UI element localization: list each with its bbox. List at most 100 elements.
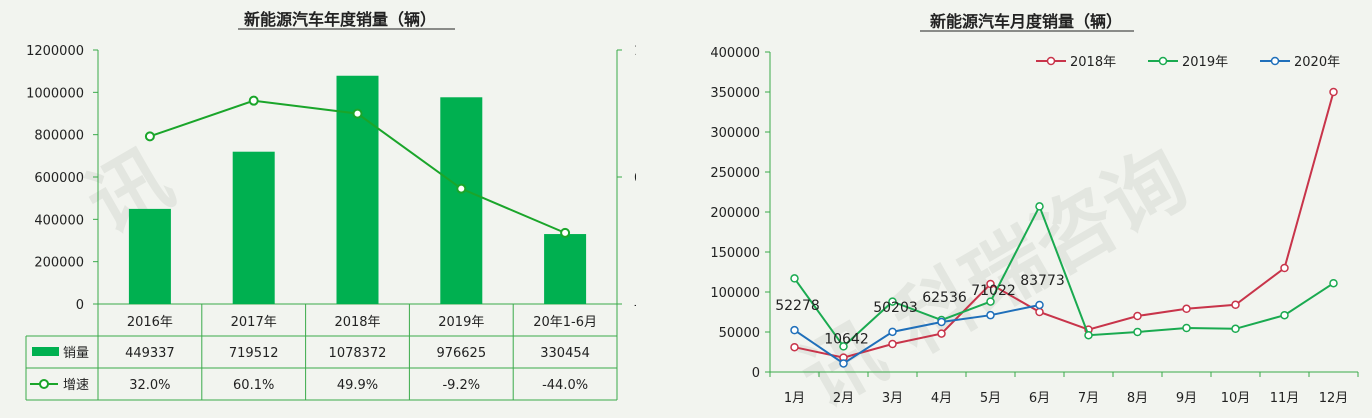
growth-point	[248, 95, 259, 106]
table-cell-sales: 1078372	[329, 346, 387, 361]
data-label: 10642	[824, 331, 869, 347]
series-point	[888, 327, 897, 337]
y-tick-label: 400000	[34, 213, 84, 228]
y2-tick-label: -100%	[634, 298, 636, 313]
legend-key-bar	[32, 347, 59, 356]
x-tick-label: 2月	[833, 391, 854, 406]
y-tick-label: 300000	[710, 126, 760, 141]
category-label: 2019年	[438, 315, 484, 330]
table-cell-growth: 49.9%	[337, 378, 378, 393]
y-tick-label: 0	[76, 298, 84, 313]
x-tick-label: 9月	[1176, 391, 1197, 406]
growth-point	[352, 108, 363, 119]
y-tick-label: 400000	[710, 46, 760, 61]
category-label: 20年1-6月	[533, 315, 597, 330]
table-cell-growth: 60.1%	[233, 378, 274, 393]
x-tick-label: 6月	[1029, 391, 1050, 406]
chart-title: 新能源汽车月度销量（辆）	[930, 12, 1122, 31]
y2-tick-label: 100%	[634, 44, 636, 59]
bar	[128, 208, 171, 304]
legend-label: 2018年	[1070, 55, 1116, 70]
series-point	[1231, 324, 1240, 334]
series-line	[794, 91, 1335, 359]
y-tick-label: 100000	[710, 286, 760, 301]
data-label: 62536	[922, 290, 967, 306]
data-label: 50203	[873, 300, 918, 316]
series-point	[986, 297, 995, 306]
series-point	[839, 342, 848, 351]
series-point	[839, 359, 848, 368]
series-point	[1329, 278, 1338, 288]
growth-point	[144, 131, 155, 142]
legend-marker	[1158, 56, 1168, 66]
legend-label: 2020年	[1294, 55, 1340, 70]
annual-sales-chart: 讯新能源汽车年度销量（辆） 0 200000 400000 600000 800000 10…	[0, 0, 636, 418]
series-point	[1231, 300, 1240, 310]
category-label: 2017年	[231, 315, 277, 330]
series-point	[1133, 311, 1142, 321]
bar	[440, 97, 483, 305]
table-cell-growth: -9.2%	[442, 378, 480, 393]
growth-point	[560, 227, 571, 238]
y-tick-label: 600000	[34, 171, 84, 186]
monthly-sales-chart: 讯 科瑞咨询 新能源汽车月度销量（辆） 0 50000 100000 150000 2000…	[690, 0, 1372, 418]
legend-key-marker	[39, 379, 49, 389]
series-point	[937, 317, 946, 327]
annual-chart-svg: 讯新能源汽车年度销量（辆）020000040000060000080000010…	[25, 10, 636, 401]
watermark-text: 讯 科瑞咨询	[785, 131, 1202, 418]
x-tick-label: 8月	[1127, 391, 1148, 406]
series-point	[790, 274, 799, 283]
x-tick-label: 12月	[1319, 391, 1349, 406]
series-point	[1133, 327, 1142, 337]
x-tick-label: 10月	[1221, 391, 1251, 406]
series-line	[793, 304, 1040, 365]
table-cell-sales: 330454	[540, 346, 590, 361]
series-point	[1035, 300, 1044, 310]
series-point	[986, 310, 995, 320]
table-cell-growth: 32.0%	[129, 378, 170, 393]
table-cell-sales: 719512	[229, 346, 279, 361]
category-label: 2018年	[334, 315, 380, 330]
series-point	[888, 297, 897, 306]
series-point	[937, 329, 946, 338]
legend-marker	[1046, 56, 1056, 66]
table-cell-sales: 449337	[125, 346, 175, 361]
series-point	[1280, 310, 1289, 320]
y-tick-label: 200000	[710, 206, 760, 221]
data-label: 83773	[1020, 273, 1065, 289]
growth-point	[456, 183, 467, 194]
series-point	[1084, 330, 1093, 340]
series-point	[790, 342, 799, 352]
data-label: 52278	[775, 298, 820, 314]
series-point	[1280, 263, 1289, 273]
monthly-chart-svg: 讯 科瑞咨询 新能源汽车月度销量（辆） 0 50000 100000 150000 2000…	[710, 12, 1359, 418]
series-point	[888, 339, 897, 349]
x-tick-label: 11月	[1270, 391, 1300, 406]
bar	[544, 234, 587, 304]
y-tick-label: 150000	[710, 246, 760, 261]
y-tick-label: 1000000	[26, 86, 84, 101]
series-point	[1182, 323, 1191, 333]
category-label: 2016年	[127, 315, 173, 330]
table-cell-growth: -44.0%	[542, 378, 588, 393]
series-point	[1182, 304, 1191, 314]
x-tick-label: 3月	[882, 391, 903, 406]
x-tick-label: 1月	[784, 391, 805, 406]
y2-tick-label: 0%	[634, 171, 636, 186]
y-tick-label: 200000	[34, 256, 84, 271]
series-line	[793, 203, 1335, 348]
x-tick-label: 4月	[931, 391, 952, 406]
series-point	[986, 279, 995, 289]
legend-label-line: 增速	[63, 378, 89, 393]
legend-label-bar: 销量	[63, 346, 89, 361]
x-tick-label: 7月	[1078, 391, 1099, 406]
data-label: 71022	[971, 283, 1016, 299]
bar	[232, 151, 275, 304]
y-tick-label: 250000	[710, 166, 760, 181]
series-point	[1035, 307, 1044, 317]
chart-title: 新能源汽车年度销量（辆）	[244, 10, 436, 29]
series-point	[1329, 87, 1338, 97]
series-point	[790, 325, 799, 335]
series-point	[1035, 202, 1044, 211]
y-tick-label: 0	[752, 366, 760, 381]
